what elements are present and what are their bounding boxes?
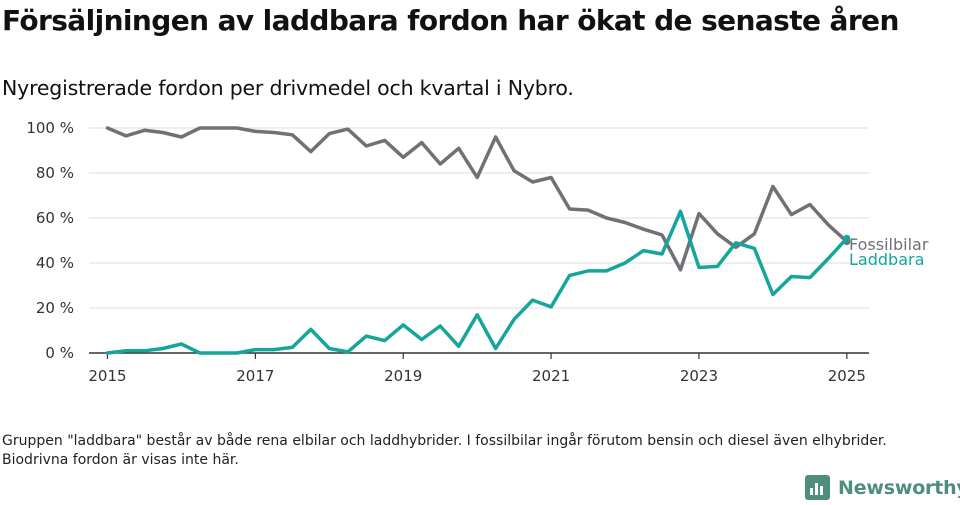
y-tick-label: 100 %	[26, 119, 74, 137]
line-chart: 0 % 20 % 40 % 60 % 80 % 100 % 2015 2017 2019 2021…	[26, 119, 929, 385]
series-lines	[105, 126, 851, 355]
series-line-fossilbilar	[105, 126, 849, 272]
x-tick-label: 2019	[384, 367, 422, 385]
axes: 0 % 20 % 40 % 60 % 80 % 100 % 2015 2017 2019 2021…	[26, 119, 869, 385]
chart-subtitle: Nyregistrerade fordon per drivmedel och …	[2, 76, 574, 100]
series-label-laddbara: Laddbara	[849, 250, 924, 269]
brand-name: Newsworthy	[838, 476, 960, 499]
x-tick-label: 2023	[680, 367, 718, 385]
y-tick-label: 80 %	[36, 164, 74, 182]
x-tick-label: 2017	[236, 367, 274, 385]
series-end-point	[843, 234, 851, 242]
y-tick-label: 60 %	[36, 209, 74, 227]
y-tick-label: 40 %	[36, 254, 74, 272]
x-tick-label: 2025	[828, 367, 866, 385]
x-tick-label: 2015	[88, 367, 126, 385]
series-label-fossilbilar: Fossilbilar	[849, 235, 929, 254]
footnote: Gruppen "laddbara" består av både rena e…	[2, 433, 887, 468]
bar-chart-logo-icon	[805, 475, 830, 500]
newsworthy-logo[interactable]: Newsworthy	[805, 475, 960, 500]
chart-title: Försäljningen av laddbara fordon har öka…	[2, 4, 899, 37]
series-line-laddbara	[105, 209, 849, 355]
x-tick-label: 2021	[532, 367, 570, 385]
y-tick-label: 20 %	[36, 299, 74, 317]
y-tick-label: 0 %	[45, 344, 74, 362]
gridlines	[89, 127, 869, 309]
